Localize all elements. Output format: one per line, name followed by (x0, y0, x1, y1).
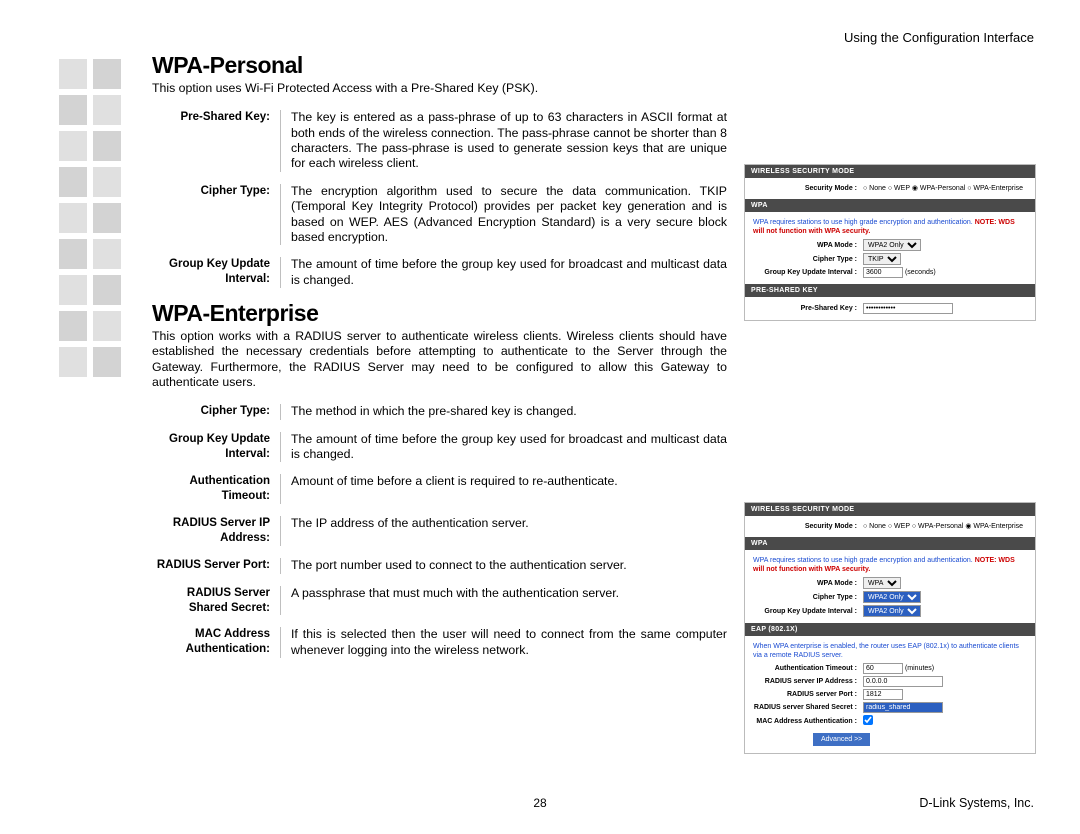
main-content: WPA-Personal This option uses Wi-Fi Prot… (152, 52, 727, 670)
definition-row: RADIUS Server Shared Secret: A passphrase… (152, 586, 727, 616)
definition-text: The port number used to connect to the a… (291, 558, 727, 573)
section-intro-enterprise: This option works with a RADIUS server t… (152, 329, 727, 390)
definition-text: The encryption algorithm used to secure … (291, 184, 727, 245)
page-number: 28 (0, 796, 1080, 810)
definition-row: Authentication Timeout: Amount of time be… (152, 474, 727, 504)
definition-text: If this is selected then the user will n… (291, 627, 727, 658)
definition-label: RADIUS Server Shared Secret: (152, 586, 280, 616)
definition-label: RADIUS Server IP Address: (152, 516, 280, 546)
definition-text: A passphrase that must much with the aut… (291, 586, 727, 616)
definition-row: RADIUS Server IP Address: The IP address … (152, 516, 727, 546)
footer-brand: D-Link Systems, Inc. (919, 796, 1034, 810)
definition-row: RADIUS Server Port: The port number used … (152, 558, 727, 573)
definition-row: Group Key Update Interval: The amount of … (152, 257, 727, 288)
definition-text: Amount of time before a client is requir… (291, 474, 727, 504)
definition-text: The method in which the pre-shared key i… (291, 404, 727, 419)
config-screenshot-enterprise: WIRELESS SECURITY MODESecurity Mode :○ N… (744, 502, 1036, 754)
definition-label: Authentication Timeout: (152, 474, 280, 504)
definition-row: Pre-Shared Key:The key is entered as a p… (152, 110, 727, 171)
definition-text: The amount of time before the group key … (291, 432, 727, 463)
section-title-enterprise: WPA-Enterprise (152, 300, 727, 327)
definition-label: MAC Address Authentication: (152, 627, 280, 658)
definition-row: MAC Address Authentication: If this is se… (152, 627, 727, 658)
definition-label: Group Key Update Interval: (152, 432, 280, 463)
section-title-personal: WPA-Personal (152, 52, 727, 79)
definition-label: Cipher Type: (152, 184, 280, 245)
definition-text: The IP address of the authentication ser… (291, 516, 727, 546)
definition-label: Cipher Type: (152, 404, 280, 419)
definition-label: Group Key Update Interval: (152, 257, 280, 288)
decorative-squares (56, 56, 124, 380)
definition-row: Cipher Type:The encryption algorithm use… (152, 184, 727, 245)
definition-text: The amount of time before the group key … (291, 257, 727, 288)
definition-text: The key is entered as a pass-phrase of u… (291, 110, 727, 171)
section-intro-personal: This option uses Wi-Fi Protected Access … (152, 81, 727, 96)
definition-label: RADIUS Server Port: (152, 558, 280, 573)
definition-row: Cipher Type: The method in which the pre-… (152, 404, 727, 419)
config-screenshot-personal: WIRELESS SECURITY MODESecurity Mode :○ N… (744, 164, 1036, 321)
definition-row: Group Key Update Interval: The amount of … (152, 432, 727, 463)
definition-label: Pre-Shared Key: (152, 110, 280, 171)
page-header: Using the Configuration Interface (844, 30, 1034, 45)
